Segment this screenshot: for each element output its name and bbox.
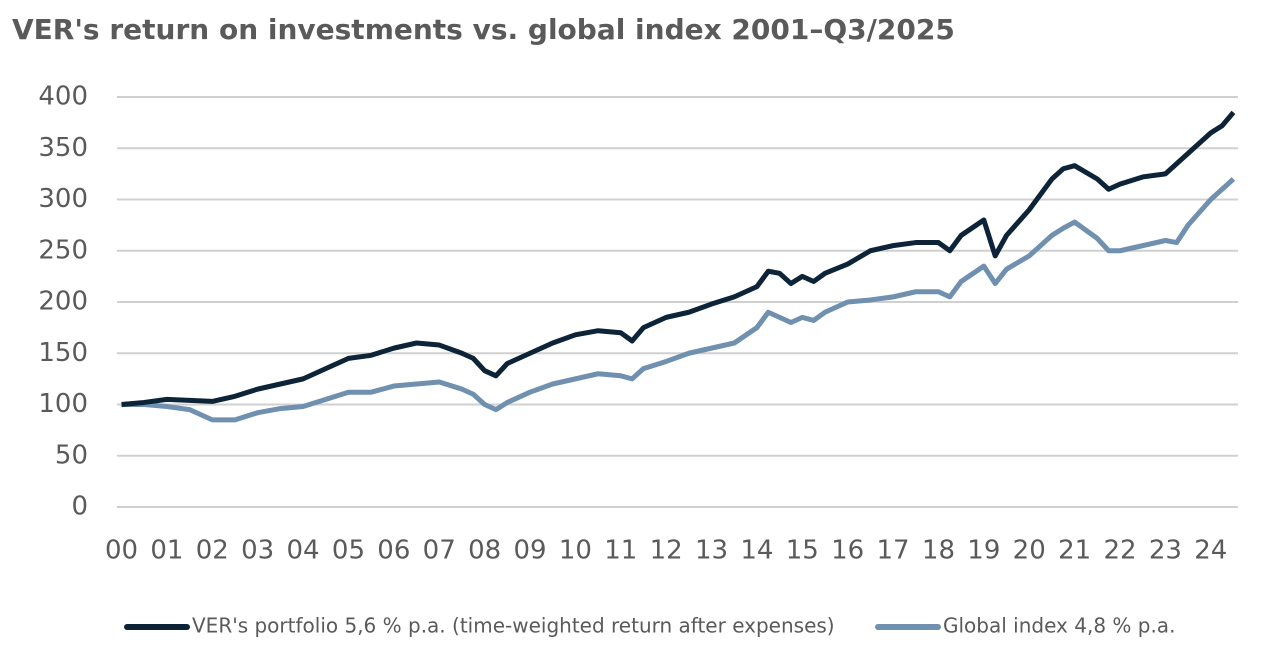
x-tick-label: 21 — [1058, 536, 1091, 566]
x-tick-label: 19 — [967, 536, 1000, 566]
x-tick-label: 11 — [604, 536, 637, 566]
x-tick-label: 01 — [150, 536, 183, 566]
legend-label: Global index 4,8 % p.a. — [943, 614, 1175, 638]
y-tick-label: 400 — [38, 82, 88, 112]
y-tick-label: 350 — [38, 133, 88, 163]
x-tick-label: 22 — [1103, 536, 1136, 566]
x-tick-label: 08 — [468, 536, 501, 566]
y-tick-label: 100 — [38, 389, 88, 419]
x-tick-label: 14 — [740, 536, 773, 566]
series-line — [121, 177, 1236, 423]
y-tick-label: 50 — [55, 440, 88, 470]
x-tick-label: 04 — [287, 536, 320, 566]
x-tick-label: 12 — [650, 536, 683, 566]
x-tick-label: 05 — [332, 536, 365, 566]
chart-title: VER's return on investments vs. global i… — [12, 13, 955, 46]
x-tick-label: 10 — [559, 536, 592, 566]
x-tick-label: 13 — [695, 536, 728, 566]
x-tick-label: 09 — [513, 536, 546, 566]
series-line — [121, 110, 1236, 407]
y-tick-label: 300 — [38, 184, 88, 214]
x-tick-label: 18 — [922, 536, 955, 566]
x-tick-label: 17 — [877, 536, 910, 566]
x-tick-label: 15 — [786, 536, 819, 566]
x-tick-label: 03 — [241, 536, 274, 566]
x-tick-label: 23 — [1149, 536, 1182, 566]
x-tick-label: 24 — [1194, 536, 1227, 566]
y-tick-label: 150 — [38, 338, 88, 368]
legend-label: VER's portfolio 5,6 % p.a. (time-weighte… — [192, 614, 835, 638]
x-tick-label: 00 — [105, 536, 138, 566]
x-tick-label: 07 — [423, 536, 456, 566]
x-tick-label: 20 — [1013, 536, 1046, 566]
y-tick-label: 0 — [71, 492, 88, 522]
x-tick-label: 06 — [377, 536, 410, 566]
y-tick-label: 200 — [38, 287, 88, 317]
x-tick-label: 02 — [196, 536, 229, 566]
y-tick-label: 250 — [38, 235, 88, 265]
x-tick-label: 16 — [831, 536, 864, 566]
